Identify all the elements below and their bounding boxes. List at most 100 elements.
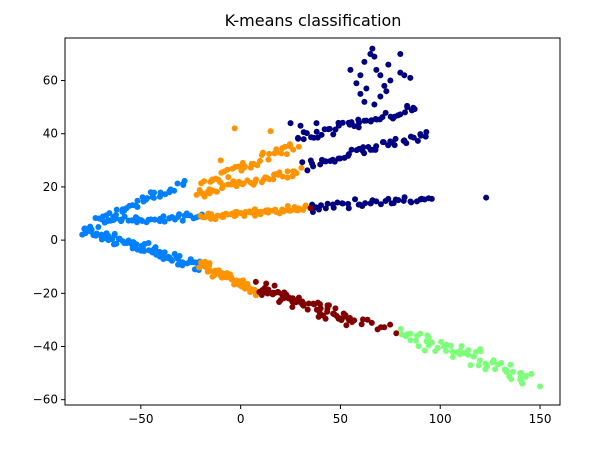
data-point [147, 189, 154, 196]
data-point [279, 173, 286, 180]
data-point [196, 187, 203, 194]
data-point [507, 361, 514, 368]
data-point [447, 342, 454, 349]
data-point [121, 213, 128, 220]
data-point [421, 347, 428, 354]
data-point [443, 341, 450, 348]
data-point [519, 380, 526, 387]
x-axis: −50 0 50 100 150 [128, 405, 551, 426]
data-point [475, 362, 482, 369]
data-point [395, 197, 402, 204]
data-point [363, 85, 370, 92]
data-point [252, 278, 259, 285]
data-point [385, 61, 392, 68]
x-tick-label: −50 [128, 412, 153, 426]
data-point [397, 50, 404, 57]
data-point [423, 128, 430, 135]
data-point [401, 194, 408, 201]
data-point [334, 199, 341, 206]
data-point [385, 195, 392, 202]
data-point [401, 72, 408, 79]
data-point [335, 119, 342, 126]
x-tick-label: 100 [429, 412, 452, 426]
data-point [111, 232, 118, 239]
y-tick-label: −20 [33, 286, 58, 300]
data-point [313, 128, 320, 135]
data-point [362, 200, 369, 207]
data-point [110, 216, 117, 223]
data-point [424, 332, 431, 339]
data-point [304, 167, 311, 174]
data-point [300, 136, 307, 143]
data-point [357, 90, 364, 97]
data-point [265, 286, 272, 293]
y-tick-label: 0 [50, 233, 58, 247]
data-point [279, 206, 286, 213]
data-point [331, 311, 338, 318]
data-point [208, 211, 215, 218]
data-point [105, 232, 112, 239]
data-point [403, 140, 410, 147]
data-point [411, 106, 418, 113]
data-point [284, 174, 291, 181]
data-point [473, 348, 480, 355]
data-point [379, 114, 386, 121]
data-point [373, 66, 380, 73]
data-point [428, 339, 435, 346]
data-point [161, 249, 168, 256]
data-point [528, 370, 535, 377]
data-point [95, 224, 102, 231]
data-point [134, 246, 141, 253]
data-point [377, 201, 384, 208]
data-point [503, 366, 510, 373]
data-point [273, 146, 280, 153]
data-point [179, 217, 186, 224]
data-point [329, 156, 336, 163]
data-point [231, 125, 238, 132]
data-point [407, 74, 414, 81]
data-point [293, 170, 300, 177]
data-point [324, 308, 331, 315]
data-point [285, 294, 292, 301]
data-point [145, 240, 152, 247]
data-point [428, 195, 435, 202]
y-axis: −60 −40 −20 0 20 40 60 [33, 74, 65, 407]
data-point [304, 306, 311, 313]
data-point [253, 176, 260, 183]
data-point [168, 257, 175, 264]
data-point [310, 300, 317, 307]
data-point [402, 109, 408, 116]
y-tick-label: 60 [43, 74, 58, 88]
data-point [295, 143, 302, 150]
data-point [217, 157, 224, 164]
data-point [289, 173, 296, 180]
data-point [317, 305, 324, 312]
data-point [523, 372, 530, 379]
data-point [407, 330, 414, 337]
data-point [456, 347, 463, 354]
data-point [150, 194, 157, 201]
data-point [343, 322, 350, 329]
data-point [490, 357, 497, 364]
data-point [383, 88, 390, 95]
data-point [174, 180, 181, 187]
data-point [322, 315, 329, 322]
data-point [432, 348, 439, 355]
data-point [251, 286, 258, 293]
data-point [458, 342, 465, 349]
data-point [133, 241, 140, 248]
data-point [303, 130, 310, 137]
data-point [322, 205, 329, 212]
data-point [397, 111, 404, 118]
data-point [339, 200, 346, 207]
data-point [106, 210, 113, 217]
data-point [318, 131, 325, 138]
data-point [225, 174, 232, 181]
data-point [371, 53, 378, 60]
plot-frame [64, 37, 561, 406]
data-point [302, 202, 309, 209]
data-point [368, 319, 375, 326]
data-point [276, 298, 283, 305]
data-point [307, 205, 314, 212]
